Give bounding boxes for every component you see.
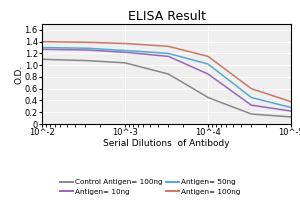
Control Antigen= 100ng xyxy=(250,113,254,115)
Antigen= 10ng xyxy=(188,65,192,67)
Antigen= 50ng xyxy=(250,96,254,99)
Antigen= 100ng xyxy=(188,51,192,53)
Control Antigen= 100ng xyxy=(289,116,293,118)
Antigen= 50ng xyxy=(188,58,191,60)
Legend: Control Antigen= 100ng, Antigen= 10ng, Antigen= 50ng, Antigen= 100ng: Control Antigen= 100ng, Antigen= 10ng, A… xyxy=(58,178,242,196)
Antigen= 100ng xyxy=(40,40,44,43)
Antigen= 50ng xyxy=(41,46,45,49)
Line: Antigen= 10ng: Antigen= 10ng xyxy=(42,49,291,111)
Title: ELISA Result: ELISA Result xyxy=(128,10,206,23)
X-axis label: Serial Dilutions  of Antibody: Serial Dilutions of Antibody xyxy=(103,139,230,148)
Antigen= 50ng xyxy=(289,106,293,109)
Antigen= 10ng xyxy=(40,48,44,50)
Antigen= 50ng xyxy=(40,46,44,49)
Antigen= 50ng xyxy=(266,100,269,103)
Antigen= 10ng xyxy=(41,48,45,51)
Line: Control Antigen= 100ng: Control Antigen= 100ng xyxy=(42,59,291,117)
Antigen= 10ng xyxy=(188,65,191,67)
Y-axis label: O.D.: O.D. xyxy=(14,64,23,84)
Antigen= 10ng xyxy=(250,104,254,106)
Control Antigen= 100ng xyxy=(41,58,45,61)
Line: Antigen= 50ng: Antigen= 50ng xyxy=(42,48,291,108)
Antigen= 100ng xyxy=(266,93,269,95)
Antigen= 50ng xyxy=(193,59,196,62)
Antigen= 50ng xyxy=(188,58,192,60)
Antigen= 10ng xyxy=(193,67,196,69)
Control Antigen= 100ng xyxy=(188,85,191,88)
Control Antigen= 100ng xyxy=(193,88,196,91)
Antigen= 10ng xyxy=(289,110,293,112)
Antigen= 100ng xyxy=(188,50,191,53)
Control Antigen= 100ng xyxy=(266,114,269,116)
Antigen= 100ng xyxy=(41,40,45,43)
Antigen= 100ng xyxy=(250,88,254,90)
Antigen= 100ng xyxy=(289,100,293,103)
Control Antigen= 100ng xyxy=(40,58,44,60)
Antigen= 10ng xyxy=(266,106,269,109)
Line: Antigen= 100ng: Antigen= 100ng xyxy=(42,42,291,102)
Control Antigen= 100ng xyxy=(188,86,192,88)
Antigen= 100ng xyxy=(193,52,196,54)
